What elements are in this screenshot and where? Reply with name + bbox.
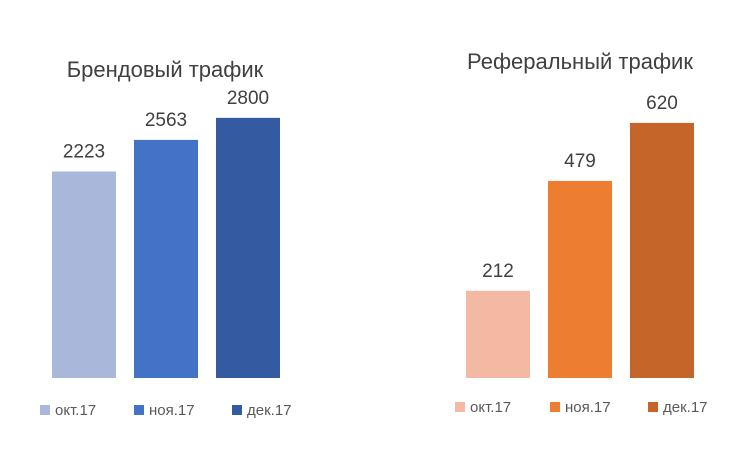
bars-referral — [466, 122, 694, 379]
bar-referral-3 — [630, 122, 694, 379]
data-label-referral-2: 479 — [564, 151, 596, 172]
bars-brand — [52, 117, 280, 378]
bar-brand-1 — [52, 171, 116, 378]
data-label-referral-3: 620 — [646, 93, 678, 114]
chart-brand-traffic: Брендовый трафик 2223 2563 2800 окт.17 ноя.… — [40, 57, 292, 419]
data-labels-referral: 212 479 620 — [482, 93, 678, 282]
legend-label-referral-1: окт.17 — [470, 399, 511, 416]
data-label-referral-1: 212 — [482, 261, 514, 282]
legend-swatch-brand-1 — [40, 405, 50, 415]
bar-brand-2 — [134, 139, 198, 378]
legend-swatch-brand-2 — [134, 405, 144, 415]
legend-swatch-referral-1 — [455, 402, 465, 412]
legend-swatch-brand-3 — [232, 405, 242, 415]
bar-referral-2 — [548, 180, 612, 378]
data-label-brand-2: 2563 — [145, 110, 187, 131]
chart-referral-traffic: Реферальный трафик 212 479 620 окт.17 ноя.1… — [455, 49, 708, 416]
legend-label-brand-3: дек.17 — [247, 402, 292, 419]
chart-title-referral: Реферальный трафик — [467, 49, 693, 74]
bar-referral-1 — [466, 290, 530, 378]
bar-brand-3 — [216, 117, 280, 378]
legend-label-brand-2: ноя.17 — [149, 402, 195, 419]
legend-label-referral-3: дек.17 — [663, 399, 708, 416]
legend-label-referral-2: ноя.17 — [565, 399, 611, 416]
data-label-brand-1: 2223 — [63, 141, 105, 162]
legend-brand: окт.17 ноя.17 дек.17 — [40, 402, 292, 419]
data-labels-brand: 2223 2563 2800 — [63, 88, 269, 163]
legend-referral: окт.17 ноя.17 дек.17 — [455, 399, 708, 416]
legend-swatch-referral-3 — [648, 402, 658, 412]
data-label-brand-3: 2800 — [227, 88, 269, 109]
chart-title-brand: Брендовый трафик — [67, 57, 264, 82]
legend-swatch-referral-2 — [550, 402, 560, 412]
legend-label-brand-1: окт.17 — [55, 402, 96, 419]
